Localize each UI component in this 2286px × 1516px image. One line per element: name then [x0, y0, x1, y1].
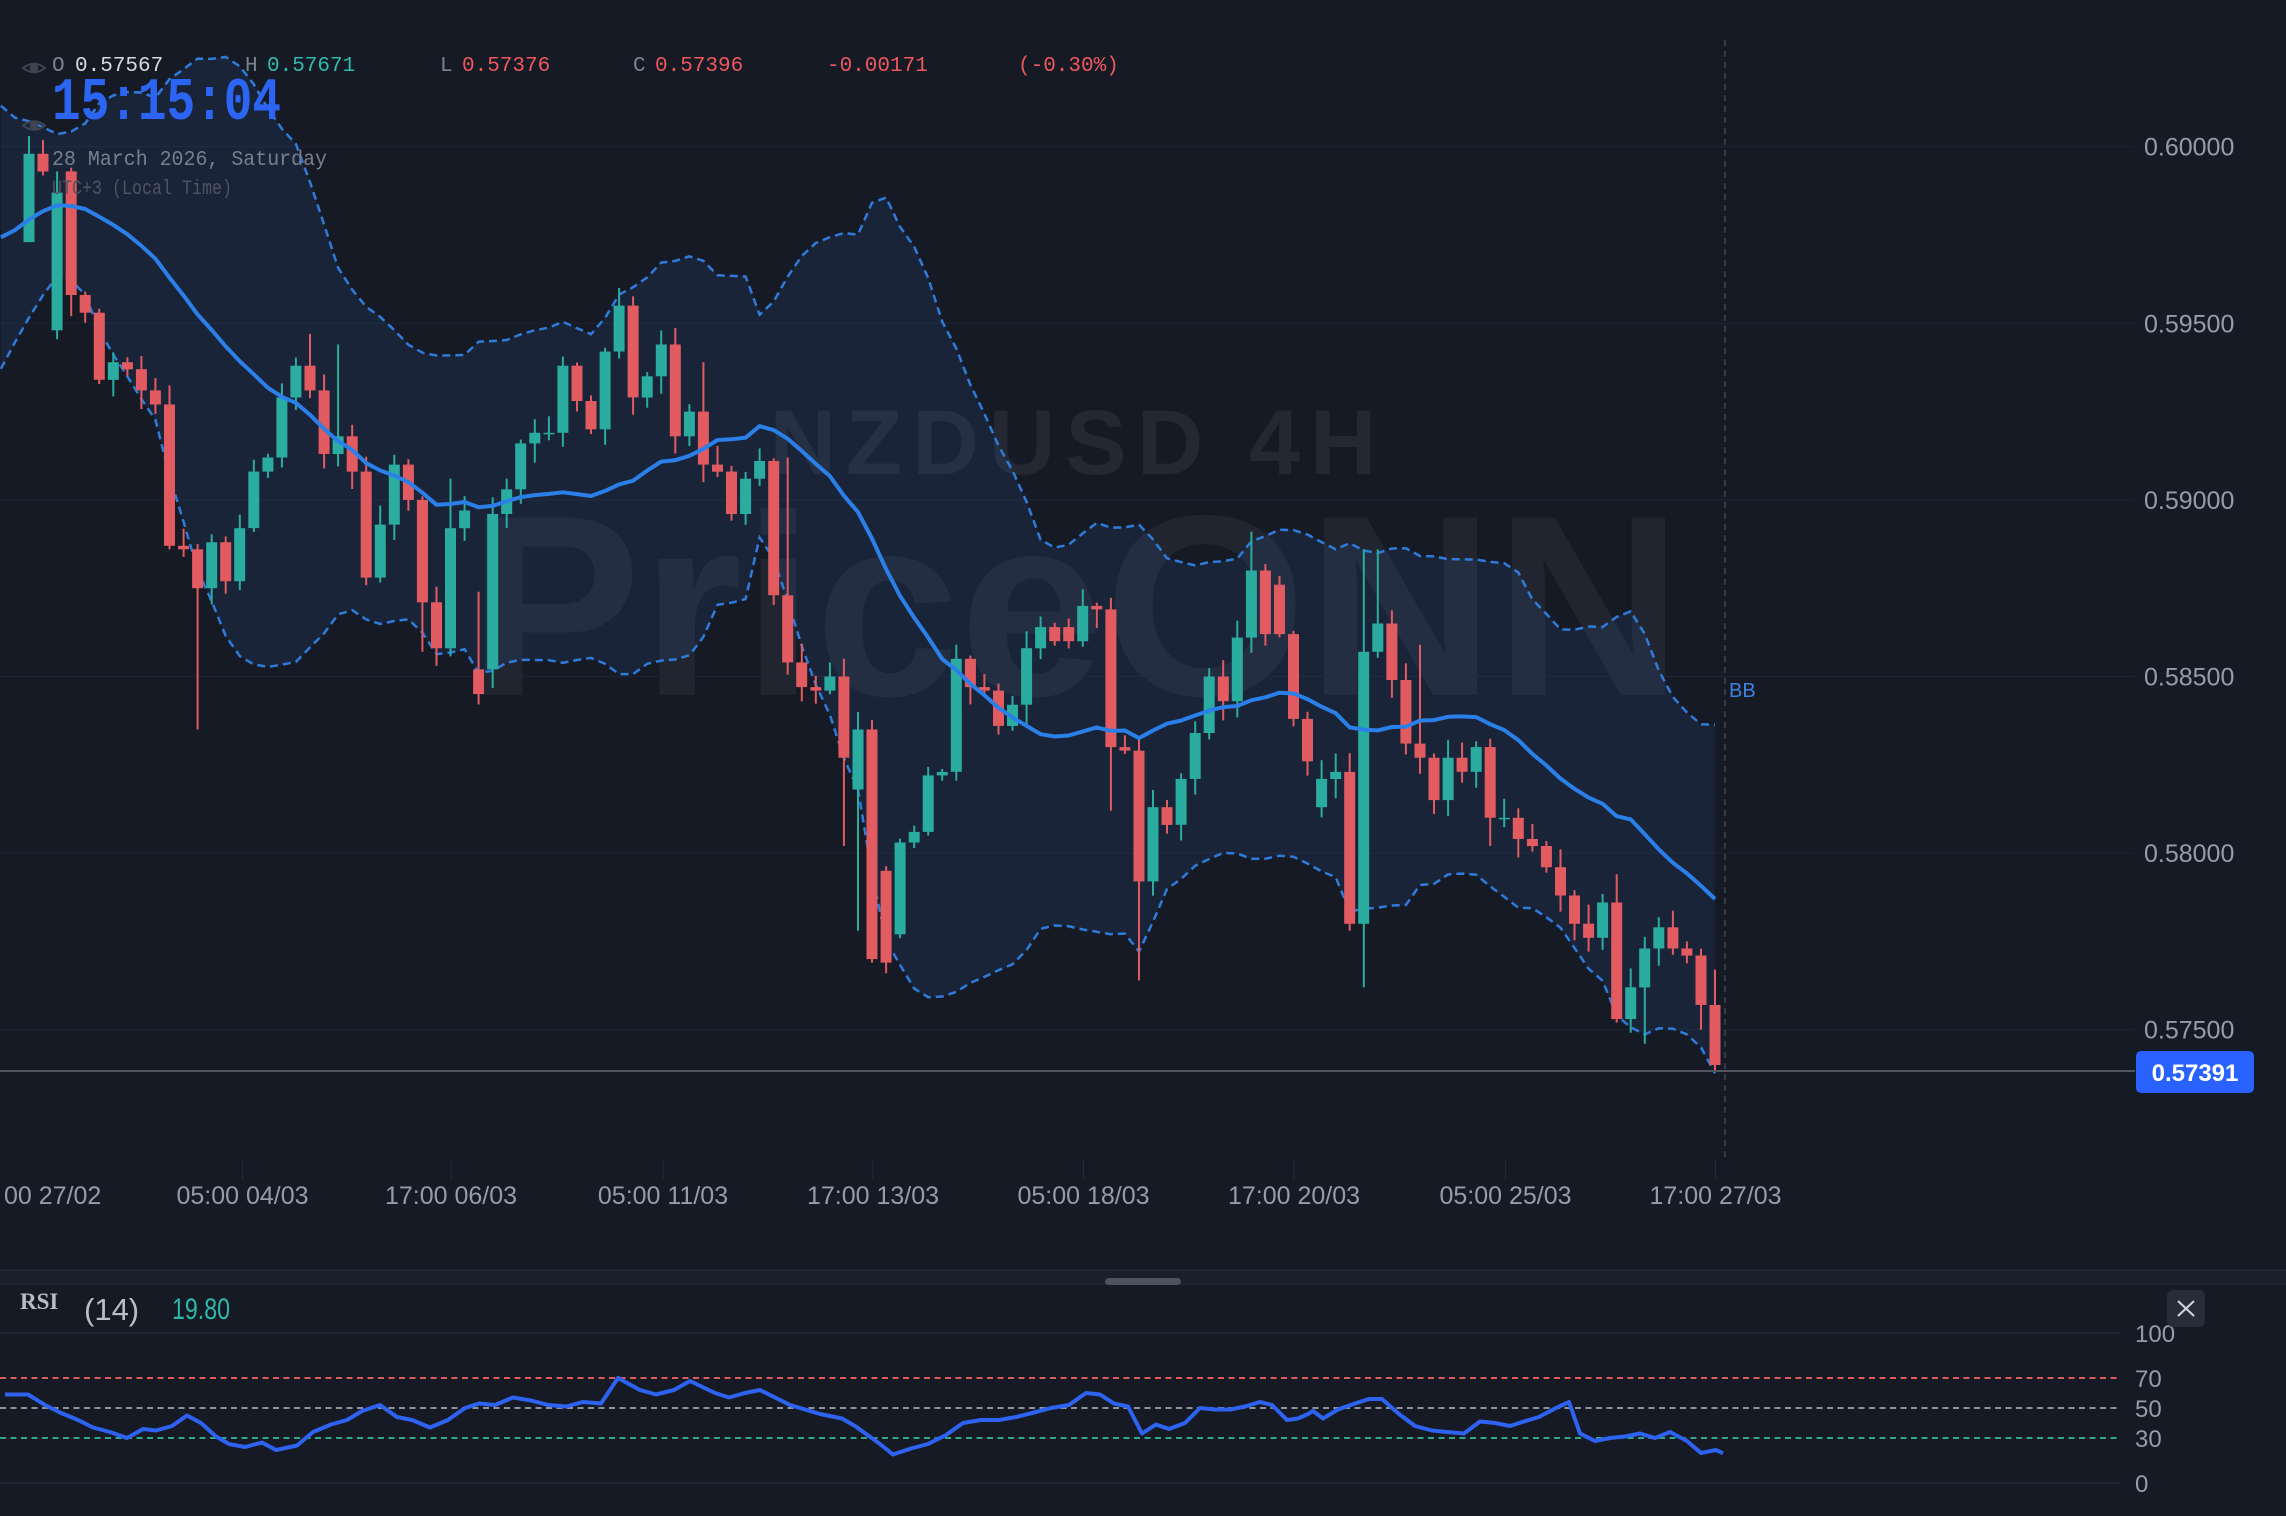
svg-text:17:00 06/03: 17:00 06/03 — [385, 1182, 517, 1210]
svg-text:0.57671: 0.57671 — [267, 55, 355, 78]
svg-text:05:00 18/03: 05:00 18/03 — [1017, 1182, 1149, 1210]
svg-text:L: L — [440, 55, 453, 78]
svg-text:05:00 25/03: 05:00 25/03 — [1439, 1182, 1571, 1210]
svg-text:BB: BB — [1729, 680, 1756, 702]
svg-text:0.59000: 0.59000 — [2144, 487, 2234, 515]
svg-text:UTC+3 (Local Time): UTC+3 (Local Time) — [52, 178, 232, 201]
svg-text:0.57396: 0.57396 — [655, 55, 743, 78]
svg-text:0.60000: 0.60000 — [2144, 134, 2234, 162]
svg-text:(-0.30%): (-0.30%) — [1018, 55, 1119, 78]
svg-text:0.59500: 0.59500 — [2144, 310, 2234, 338]
svg-text:0.57376: 0.57376 — [462, 55, 550, 78]
svg-text:70: 70 — [2135, 1366, 2162, 1393]
svg-text:00 27/02: 00 27/02 — [4, 1182, 101, 1210]
svg-text:(14): (14) — [84, 1292, 139, 1327]
svg-text:0.57500: 0.57500 — [2144, 1017, 2234, 1045]
svg-text:17:00 27/03: 17:00 27/03 — [1649, 1182, 1781, 1210]
svg-text:50: 50 — [2135, 1396, 2162, 1423]
svg-text:05:00 11/03: 05:00 11/03 — [598, 1182, 728, 1210]
svg-text:0.58500: 0.58500 — [2144, 664, 2234, 692]
svg-text:0: 0 — [2135, 1471, 2148, 1498]
svg-text:05:00 04/03: 05:00 04/03 — [176, 1182, 308, 1210]
svg-text:NZDUSD 4H: NZDUSD 4H — [770, 392, 1381, 494]
svg-text:-0.00171: -0.00171 — [827, 55, 928, 78]
svg-text:17:00 20/03: 17:00 20/03 — [1228, 1182, 1360, 1210]
svg-text:H: H — [245, 55, 258, 78]
svg-text:C: C — [633, 55, 646, 78]
svg-text:100: 100 — [2135, 1321, 2175, 1348]
svg-text:O: O — [52, 55, 65, 78]
svg-text:0.57391: 0.57391 — [2152, 1060, 2239, 1087]
svg-text:28 March 2026, Saturday: 28 March 2026, Saturday — [52, 149, 327, 172]
svg-text:30: 30 — [2135, 1426, 2162, 1453]
svg-text:RSI: RSI — [20, 1289, 58, 1314]
svg-text:PriceONN: PriceONN — [468, 461, 1683, 750]
svg-text:0.58000: 0.58000 — [2144, 840, 2234, 868]
svg-text:17:00 13/03: 17:00 13/03 — [807, 1182, 939, 1210]
svg-text:0.57567: 0.57567 — [75, 55, 163, 78]
svg-text:19.80: 19.80 — [172, 1293, 230, 1326]
svg-text:15:15:04: 15:15:04 — [52, 70, 281, 138]
